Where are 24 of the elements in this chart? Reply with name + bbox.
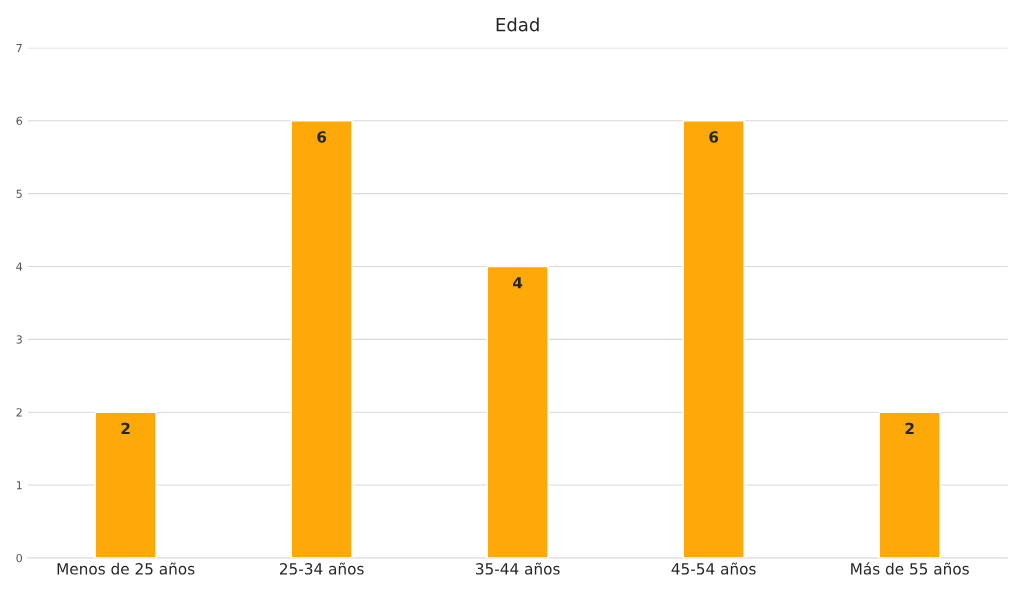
x-tick-label: Más de 55 años <box>851 562 969 575</box>
bar <box>486 265 549 558</box>
y-tick-label: 0 <box>16 553 23 563</box>
data-label: 6 <box>317 131 327 143</box>
y-tick-label: 4 <box>16 262 23 271</box>
data-label: 2 <box>121 422 130 435</box>
bar <box>94 411 157 558</box>
bar <box>878 411 941 558</box>
y-tick-label: 6 <box>16 116 23 126</box>
y-tick-label: 2 <box>16 408 22 417</box>
bar <box>290 120 353 558</box>
x-tick-label: 25-34 años <box>279 562 364 575</box>
y-tick-label: 7 <box>16 43 22 53</box>
data-label: 4 <box>513 277 523 289</box>
data-label: 6 <box>709 131 719 143</box>
x-tick-label: Menos de 25 años <box>57 562 195 575</box>
y-tick-label: 1 <box>16 481 22 490</box>
x-tick-label: 45-54 años <box>671 562 756 575</box>
y-tick-label: 3 <box>16 335 22 344</box>
chart-title: Edad <box>496 17 539 32</box>
y-tick-label: 5 <box>16 189 22 198</box>
bar <box>682 120 745 558</box>
x-tick-label: 35-44 años <box>476 562 560 575</box>
data-label: 2 <box>905 422 914 435</box>
